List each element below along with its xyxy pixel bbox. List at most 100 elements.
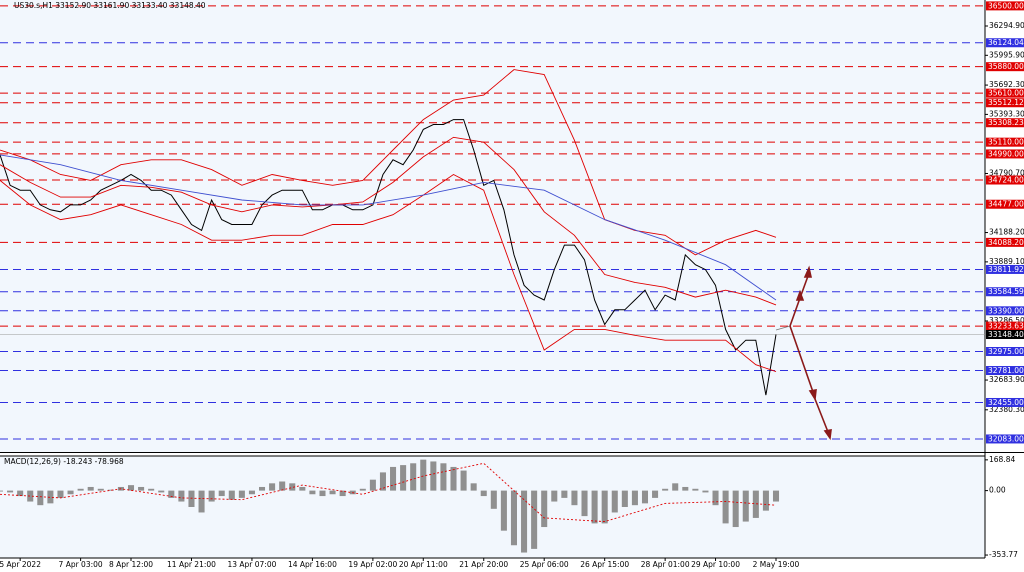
chart-title: US30.s,H1 33152.90 33161.90 33133.40 331… (14, 1, 206, 10)
macd-bar (168, 490, 175, 498)
level-label: 33811.92 (988, 265, 1024, 274)
current-price-label: 33148.40 (988, 330, 1024, 339)
macd-bar (420, 459, 427, 491)
macd-bar (87, 486, 94, 491)
macd-bar (359, 488, 366, 491)
macd-bar (430, 461, 437, 491)
macd-bar (611, 490, 618, 513)
macd-bar (551, 490, 558, 502)
macd-bar (228, 490, 235, 500)
macd-bar (521, 490, 528, 553)
macd-bar (490, 490, 497, 509)
price-panel (0, 0, 985, 452)
macd-bar (500, 490, 507, 531)
macd-bar (27, 490, 34, 502)
macd-bar (57, 490, 64, 498)
level-label-box (986, 366, 1024, 376)
series-line (0, 69, 777, 256)
level-label: 32083.00 (988, 434, 1024, 443)
level-label: 34990.00 (988, 149, 1024, 158)
level-label: 33390.00 (988, 306, 1024, 315)
y-tick-label: 35692.30 (989, 80, 1024, 89)
x-tick-label: 28 Apr 01:00 (641, 560, 690, 569)
macd-bar (299, 486, 306, 491)
series-line (0, 154, 777, 301)
macd-bar (7, 490, 14, 493)
macd-bar (127, 485, 135, 491)
level-label-box (986, 287, 1024, 297)
macd-bar (379, 472, 386, 491)
level-label-box (986, 137, 1024, 147)
macd-bar (188, 490, 195, 507)
level-label-box (986, 38, 1024, 48)
level-label-box (986, 397, 1024, 407)
series-line (0, 136, 777, 306)
y-tick-label: 168.84 (989, 455, 1015, 464)
arrowhead (808, 389, 817, 402)
macd-bar (682, 486, 689, 491)
level-label: 34088.20 (988, 238, 1024, 247)
macd-bar (571, 490, 578, 506)
x-tick-label: 20 Apr 11:00 (399, 560, 448, 569)
macd-bar (762, 490, 769, 511)
y-tick-label: 33286.50 (989, 316, 1024, 325)
macd-bar (742, 490, 749, 522)
macd-bar (17, 490, 24, 497)
macd-bar (319, 490, 326, 497)
macd-bar (0, 490, 4, 492)
current-price-box (986, 329, 1024, 339)
y-tick-label: -353.77 (989, 550, 1018, 559)
level-label: 35308.23 (988, 118, 1024, 127)
level-label: 33584.59 (988, 287, 1024, 296)
x-tick-label: 14 Apr 16:00 (288, 560, 337, 569)
macd-bar (510, 490, 517, 546)
macd-bar (712, 490, 719, 506)
macd-bar (440, 463, 447, 491)
macd-bar (450, 466, 457, 491)
level-label-box (986, 88, 1024, 98)
macd-bar (591, 490, 598, 524)
level-label-box (986, 62, 1024, 72)
x-tick-label: 26 Apr 15:00 (580, 560, 629, 569)
series-line (0, 173, 777, 373)
x-tick-label: 7 Apr 03:00 (59, 560, 103, 569)
macd-bar (601, 490, 608, 524)
level-label: 32781.00 (988, 366, 1024, 375)
y-tick-label: 32380.30 (989, 405, 1024, 414)
macd-bar (692, 488, 699, 491)
arrow-up (789, 297, 801, 327)
arrowhead (803, 265, 812, 278)
macd-bar (289, 483, 296, 491)
level-label-box (986, 321, 1024, 331)
macd-bar (198, 490, 205, 513)
macd-bar (390, 466, 397, 491)
macd-bar (107, 489, 114, 491)
level-label-box (986, 264, 1024, 274)
macd-bar (47, 490, 54, 504)
macd-bar (662, 488, 669, 491)
x-tick-label: 19 Apr 02:00 (348, 560, 397, 569)
macd-bar (400, 465, 407, 491)
macd-bar (279, 481, 286, 491)
x-tick-label: 25 Apr 06:00 (520, 560, 569, 569)
arrow-down (789, 325, 814, 393)
macd-bar (561, 490, 568, 498)
x-tick-label: 11 Apr 21:00 (167, 560, 216, 569)
level-label: 34724.00 (988, 176, 1024, 185)
macd-bar (309, 490, 316, 495)
level-label: 36124.04 (988, 38, 1024, 47)
macd-bar (269, 483, 276, 491)
level-label-box (986, 175, 1024, 185)
x-tick-label: 2 May 19:00 (753, 560, 800, 569)
macd-bar (339, 490, 346, 497)
level-label-box (986, 118, 1024, 128)
level-label-box (986, 199, 1024, 209)
y-tick-label: 36294.90 (989, 21, 1024, 30)
macd-bar (97, 488, 104, 491)
macd-bar (148, 488, 155, 491)
macd-bar (470, 483, 477, 491)
level-label-box (986, 306, 1024, 316)
arrow-down (814, 398, 829, 433)
level-label: 32975.00 (988, 347, 1024, 356)
